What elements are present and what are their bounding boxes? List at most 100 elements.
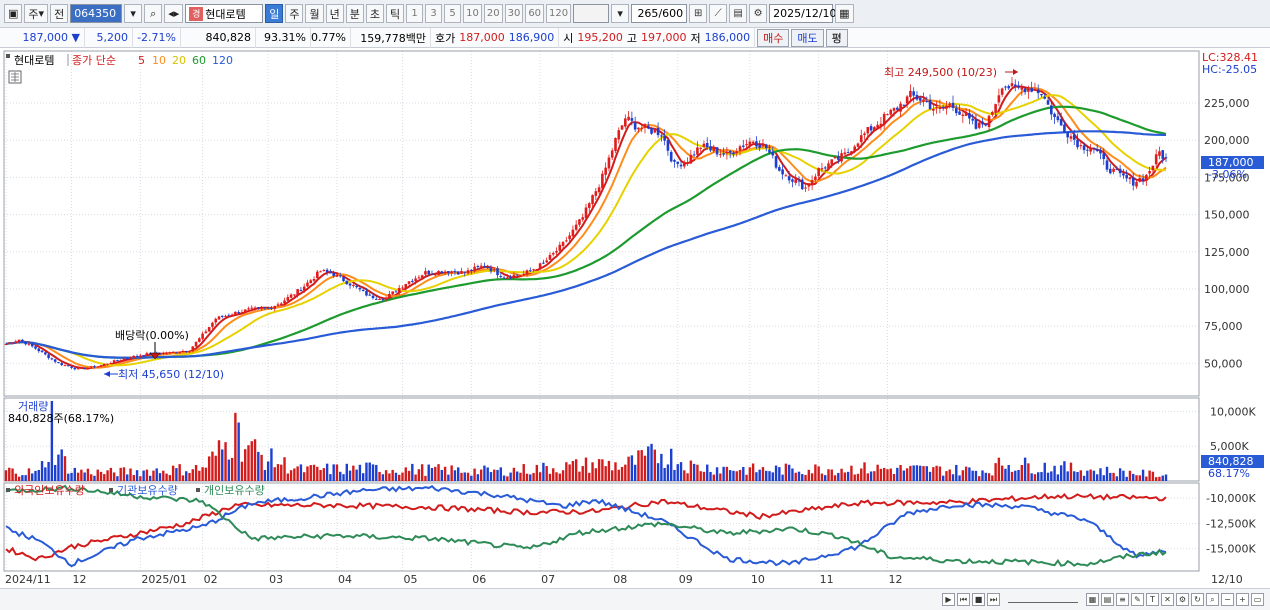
last-price-pct: -3.06% xyxy=(1208,168,1247,181)
candle xyxy=(1164,153,1168,163)
candle xyxy=(869,123,873,135)
volume-bar xyxy=(663,467,666,481)
candle xyxy=(1092,147,1096,154)
volume-bar xyxy=(637,450,640,481)
legend-ma-title: 종가 단순 xyxy=(72,54,116,67)
list-view-icon[interactable]: ≡ xyxy=(1116,593,1129,606)
volume-bar xyxy=(443,466,447,481)
candle xyxy=(859,129,863,149)
search-icon[interactable]: ⌕ xyxy=(144,4,163,23)
candle xyxy=(1079,141,1083,150)
zoom-slider[interactable] xyxy=(1008,597,1078,603)
speaker-icon[interactable]: ◂▸ xyxy=(164,4,184,23)
volume-bar xyxy=(437,464,440,481)
zoom-icon[interactable]: ⊞ xyxy=(689,4,708,23)
sell-button[interactable]: 매도 xyxy=(791,28,824,47)
volume-bar xyxy=(728,470,732,481)
tile-view-icon[interactable]: ▤ xyxy=(1101,593,1114,606)
layout-icon[interactable]: ▣ xyxy=(4,4,23,23)
volume-bar xyxy=(1020,465,1024,481)
period-tick[interactable]: 틱 xyxy=(385,4,405,23)
candle xyxy=(109,361,113,365)
volume-bar xyxy=(991,475,994,481)
period-second[interactable]: 초 xyxy=(365,4,384,23)
first-icon[interactable]: ⏮ xyxy=(957,593,970,606)
interval-1[interactable]: 1 xyxy=(406,4,424,23)
candle xyxy=(21,338,24,343)
candle xyxy=(119,359,122,362)
volume-bar xyxy=(810,473,814,481)
candle xyxy=(319,270,322,273)
candle xyxy=(951,95,955,112)
eval-button[interactable]: 평 xyxy=(825,28,848,47)
interval-120[interactable]: 120 xyxy=(546,4,572,23)
volume-bar xyxy=(8,467,11,481)
candle xyxy=(47,353,50,360)
chart-type-select[interactable]: 주 ▾ xyxy=(24,4,49,23)
magnifier-icon[interactable]: ⌕ xyxy=(1206,593,1219,606)
stock-name-field[interactable]: 경 현대로템 xyxy=(185,4,264,23)
candle xyxy=(902,104,906,107)
candle xyxy=(106,363,109,366)
volume-bar xyxy=(27,468,31,481)
candle xyxy=(935,101,938,114)
interval-3[interactable]: 3 xyxy=(425,4,443,23)
stock-code-input[interactable]: 064350 xyxy=(70,4,123,23)
legend-institution: 기관보유수량 xyxy=(117,484,178,497)
volume-bar xyxy=(902,470,906,481)
candle xyxy=(361,288,365,292)
volume-bar xyxy=(116,476,119,481)
interval-60[interactable]: 60 xyxy=(525,4,545,23)
dividend-annotation: 배당락(0.00%) xyxy=(115,329,189,360)
volume-bar xyxy=(319,470,322,481)
period-week[interactable]: 주 xyxy=(285,4,304,23)
save-icon[interactable]: ▤ xyxy=(729,4,748,23)
volume-bar xyxy=(624,464,627,481)
fit-icon[interactable]: ▭ xyxy=(1251,593,1264,606)
candle xyxy=(76,367,80,370)
cross-tool-icon[interactable]: ✕ xyxy=(1161,593,1174,606)
volume-bar xyxy=(748,467,752,481)
candle xyxy=(83,367,86,370)
period-minute[interactable]: 분 xyxy=(345,4,364,23)
interval-5[interactable]: 5 xyxy=(444,4,462,23)
scroll-right-icon[interactable]: ▶ xyxy=(942,593,955,606)
last-icon[interactable]: ⏭ xyxy=(987,593,1000,606)
line-tool-icon[interactable]: ⟋ xyxy=(709,4,728,23)
plus-icon[interactable]: + xyxy=(1236,593,1249,606)
settings-icon[interactable]: ⚙ xyxy=(1176,593,1189,606)
candle xyxy=(814,173,817,182)
interval-10[interactable]: 10 xyxy=(463,4,482,23)
candle xyxy=(299,287,303,292)
volume-bar xyxy=(230,457,234,481)
price-tick-label: 200,000 xyxy=(1204,134,1250,147)
calendar-icon[interactable]: ▦ xyxy=(835,4,854,23)
chart-area[interactable]: 225,000 200,000 175,000 150,000 125,000 100,0… xyxy=(0,48,1270,588)
period-month[interactable]: 월 xyxy=(305,4,324,23)
minus-icon[interactable]: − xyxy=(1221,593,1234,606)
interval-dropdown-icon[interactable]: ▾ xyxy=(611,4,630,23)
candle xyxy=(391,291,394,296)
date-input[interactable]: 2025/12/10 xyxy=(769,4,837,23)
draw-tool-icon[interactable]: ✎ xyxy=(1131,593,1144,606)
buy-button[interactable]: 매수 xyxy=(757,28,790,47)
refresh-icon[interactable]: ↻ xyxy=(1191,593,1204,606)
volume-bar xyxy=(594,468,598,481)
period-day[interactable]: 일 xyxy=(265,4,284,23)
stop-icon[interactable]: ■ xyxy=(972,593,985,606)
prev-button[interactable]: 전 xyxy=(50,4,69,23)
text-tool-icon[interactable]: T xyxy=(1146,593,1159,606)
interval-20[interactable]: 20 xyxy=(483,4,503,23)
grid-view-icon[interactable]: ▦ xyxy=(1086,593,1099,606)
candle xyxy=(283,297,286,306)
candle xyxy=(289,293,293,299)
volume-bar xyxy=(276,464,280,481)
volume-bar xyxy=(604,466,607,481)
code-dropdown-icon[interactable]: ▾ xyxy=(124,4,143,23)
custom-interval-input[interactable] xyxy=(573,4,610,23)
gear-icon[interactable]: ⚙ xyxy=(749,4,768,23)
bar-count-field[interactable]: 265/600 xyxy=(631,4,688,23)
period-year[interactable]: 년 xyxy=(325,4,344,23)
ma-120-line xyxy=(5,130,1166,359)
interval-30[interactable]: 30 xyxy=(504,4,524,23)
